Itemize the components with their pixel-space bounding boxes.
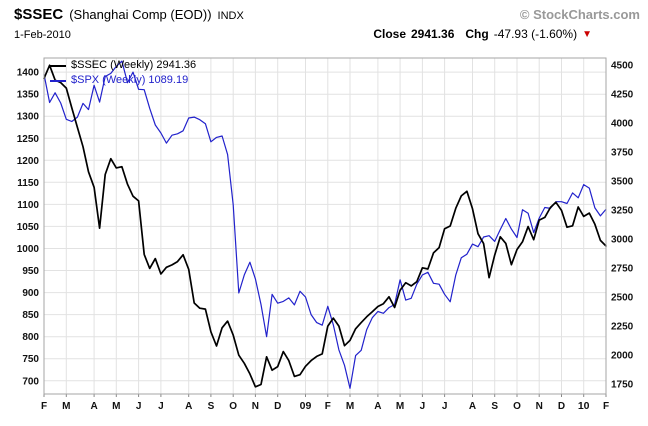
svg-text:1000: 1000	[17, 244, 40, 255]
svg-text:700: 700	[22, 376, 39, 387]
chart-header: $SSEC (Shanghai Comp (EOD)) INDX © Stock…	[14, 6, 640, 23]
legend-item-spx: $SPX (Weekly) 1089.19	[50, 73, 196, 88]
svg-text:850: 850	[22, 310, 39, 321]
svg-text:1250: 1250	[17, 134, 40, 145]
svg-text:1100: 1100	[17, 200, 39, 211]
svg-text:J: J	[158, 401, 164, 412]
legend-label-ssec: $SSEC (Weekly) 2941.36	[71, 59, 197, 71]
down-arrow-icon: ▼	[582, 29, 592, 40]
svg-text:4500: 4500	[611, 61, 634, 72]
symbol-label: $SSEC	[14, 6, 64, 23]
svg-text:4250: 4250	[611, 90, 634, 101]
chart-area: 1400 1350 1300 1250 1200 1150 1100 1050 1000 950 9…	[0, 50, 648, 426]
close-change-block: Close 2941.36 Chg -47.93 (-1.60%) ▼	[373, 27, 592, 41]
svg-text:2750: 2750	[611, 264, 634, 275]
spx-price-line	[43, 60, 607, 389]
svg-text:N: N	[252, 401, 259, 412]
month-axis-labels: F M A M J J A S O N D 09 F M A M J J A S O N D 10 F	[41, 394, 609, 412]
svg-text:1350: 1350	[17, 90, 40, 101]
svg-text:A: A	[185, 401, 192, 412]
svg-text:900: 900	[22, 288, 39, 299]
svg-text:F: F	[603, 401, 609, 412]
left-axis-labels: 1400 1350 1300 1250 1200 1150 1100 1050 1000 950 9…	[17, 68, 40, 388]
svg-text:O: O	[513, 401, 521, 412]
svg-text:M: M	[346, 401, 354, 412]
chart-date: 1-Feb-2010	[14, 29, 71, 41]
svg-text:3750: 3750	[611, 148, 634, 159]
svg-text:3250: 3250	[611, 206, 634, 217]
ssec-price-line	[43, 64, 607, 388]
svg-text:D: D	[558, 401, 565, 412]
svg-text:S: S	[208, 401, 215, 412]
svg-text:1300: 1300	[17, 112, 40, 123]
svg-text:1050: 1050	[17, 222, 40, 233]
right-axis-labels: 4500 4250 4000 3750 3500 3250 3000 2750 2500 2250…	[611, 61, 634, 391]
svg-text:2250: 2250	[611, 322, 634, 333]
svg-text:A: A	[90, 401, 97, 412]
stockcharts-watermark: © StockCharts.com	[519, 7, 640, 22]
close-value: 2941.36	[411, 27, 455, 41]
legend-item-ssec: $SSEC (Weekly) 2941.36	[50, 58, 196, 73]
svg-text:M: M	[112, 401, 120, 412]
svg-text:M: M	[396, 401, 404, 412]
ssec-line-swatch	[50, 64, 66, 67]
svg-text:J: J	[442, 401, 448, 412]
plot-border	[43, 57, 607, 395]
svg-text:1200: 1200	[17, 156, 40, 167]
svg-text:09: 09	[300, 400, 312, 412]
svg-text:3500: 3500	[611, 177, 634, 188]
svg-text:2000: 2000	[611, 351, 634, 362]
legend-label-spx: $SPX (Weekly) 1089.19	[71, 74, 189, 86]
svg-text:O: O	[229, 401, 237, 412]
svg-text:950: 950	[22, 266, 39, 277]
chg-label: Chg	[465, 27, 489, 41]
svg-text:N: N	[536, 401, 543, 412]
symbol-type: INDX	[217, 10, 244, 22]
svg-text:1400: 1400	[17, 68, 40, 79]
svg-text:F: F	[41, 401, 47, 412]
svg-text:800: 800	[22, 332, 39, 343]
chg-value: -47.93 (-1.60%)	[493, 27, 578, 41]
svg-text:2500: 2500	[611, 293, 634, 304]
spx-line-swatch	[50, 79, 66, 82]
svg-text:1150: 1150	[17, 178, 39, 189]
svg-text:F: F	[325, 401, 331, 412]
chart-legend: $SSEC (Weekly) 2941.36 $SPX (Weekly) 108…	[50, 58, 196, 88]
svg-text:750: 750	[22, 354, 39, 365]
svg-text:S: S	[491, 401, 498, 412]
quote-row: 1-Feb-2010 Close 2941.36 Chg -47.93 (-1.…	[14, 27, 592, 41]
symbol-name: (Shanghai Comp (EOD))	[69, 7, 212, 22]
svg-text:4000: 4000	[611, 119, 634, 130]
svg-text:J: J	[136, 401, 142, 412]
svg-text:10: 10	[578, 400, 590, 412]
price-chart-plot: 1400 1350 1300 1250 1200 1150 1100 1050 1000 950 9…	[17, 57, 634, 412]
svg-text:J: J	[420, 401, 426, 412]
close-label: Close	[373, 27, 406, 41]
svg-text:A: A	[469, 401, 476, 412]
svg-text:3000: 3000	[611, 235, 634, 246]
svg-text:A: A	[374, 401, 381, 412]
svg-text:D: D	[274, 401, 281, 412]
svg-text:M: M	[62, 401, 70, 412]
svg-text:1750: 1750	[611, 380, 634, 391]
